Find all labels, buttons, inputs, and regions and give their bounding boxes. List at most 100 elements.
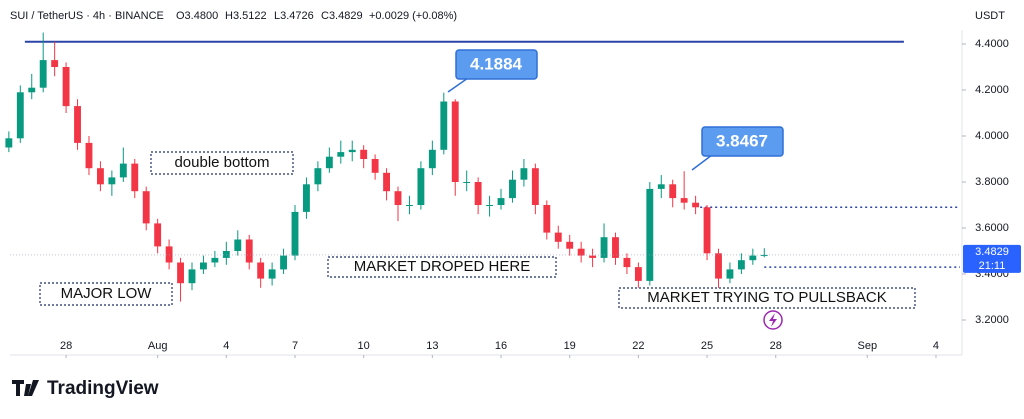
x-tick-label: 13: [426, 340, 438, 352]
x-tick-label: Sep: [858, 340, 878, 352]
candle-body: [222, 251, 230, 258]
candle-body: [554, 232, 562, 242]
change: +0.0029 (+0.08%): [369, 10, 457, 22]
y-tick-label: 4.4000: [975, 38, 1009, 50]
candle-body: [154, 223, 162, 247]
brand: TradingView: [47, 378, 159, 399]
candle-body: [5, 138, 13, 148]
ohlc-high: H3.5122: [225, 10, 267, 22]
candle-body: [165, 246, 173, 263]
candle-body: [417, 168, 425, 205]
y-tick-label: 4.0000: [975, 130, 1009, 142]
candle-body: [96, 168, 104, 185]
callout: [455, 49, 538, 80]
annotation-box: [327, 256, 557, 278]
candle-body: [74, 106, 81, 143]
callout-label: 3.8467: [716, 131, 768, 150]
countdown: 21:11: [979, 260, 1006, 272]
candle-body: [486, 205, 494, 206]
candle-body: [577, 248, 585, 256]
callout: [701, 126, 784, 157]
candle-body: [62, 67, 70, 107]
candle-body: [360, 149, 368, 159]
candle-body: [131, 163, 139, 192]
candle-body: [119, 163, 127, 178]
ohlc-open: O3.4800: [176, 10, 218, 22]
callout-pointer: [447, 77, 469, 93]
candle-body: [314, 168, 322, 185]
candle-body: [337, 152, 345, 157]
candle-body: [600, 237, 608, 258]
candle-body: [291, 211, 299, 256]
callout-pointer: [691, 154, 713, 171]
candle-body: [188, 269, 196, 284]
candle-body: [257, 262, 265, 279]
candle-body: [566, 241, 574, 249]
candle-body: [703, 207, 711, 254]
plot-area: 3.20003.40003.60003.80004.00004.20004.40…: [5, 32, 1009, 358]
annotation-box: [618, 287, 916, 309]
logo-mark: [12, 380, 39, 396]
candle-body: [303, 184, 310, 212]
x-tick-label: 16: [495, 340, 507, 352]
annotation: MARKET TRYING TO PULLSBACK: [647, 289, 887, 306]
candle-body: [348, 149, 356, 153]
candle-body: [692, 202, 700, 208]
candle-body: [531, 168, 539, 205]
y-tick-label: 3.6000: [975, 222, 1009, 234]
candle-body: [51, 60, 59, 67]
event-icon-bolt: [769, 313, 777, 327]
annotation-box: [150, 151, 294, 175]
x-tick-label: 4: [223, 340, 229, 352]
y-tick-label: 3.8000: [975, 176, 1009, 188]
candle-body: [108, 177, 116, 185]
y-tick-label: 4.2000: [975, 84, 1009, 96]
candle-body: [211, 257, 219, 263]
candle-body: [543, 205, 551, 233]
x-tick-label: 25: [701, 340, 713, 352]
annotation: double bottom: [174, 154, 269, 171]
callout-label: 4.1884: [470, 54, 523, 73]
candle-body: [28, 87, 36, 93]
candle-body: [463, 182, 471, 183]
x-tick-label: 10: [358, 340, 370, 352]
x-tick-label: 28: [770, 340, 782, 352]
annotation-box: [39, 282, 173, 306]
candle-body: [394, 191, 402, 205]
candle-body: [440, 101, 448, 150]
y-axis-unit: USDT: [975, 10, 1005, 22]
x-tick-label: 28: [60, 340, 72, 352]
candle-body: [85, 142, 93, 169]
candle-body: [280, 255, 287, 270]
candle-body: [200, 262, 207, 270]
candle-body: [737, 260, 745, 270]
candle-body: [497, 198, 505, 205]
price-tag: [963, 244, 1021, 273]
symbol: SUI / TetherUS · 4h · BINANCE: [10, 10, 164, 22]
candle-body: [669, 184, 677, 199]
candle-body: [623, 257, 631, 268]
candle-body: [612, 237, 619, 258]
y-tick-label: 3.2000: [975, 314, 1009, 326]
candle-body: [760, 254, 768, 256]
candle-body: [657, 184, 665, 189]
candle-body: [428, 149, 436, 169]
candle-body: [715, 253, 722, 279]
x-tick-label: Aug: [148, 340, 168, 352]
candle-body: [726, 269, 734, 279]
candle-body: [39, 60, 47, 88]
candle-body: [245, 239, 253, 263]
candle-body: [749, 255, 757, 261]
candle-body: [646, 188, 654, 281]
annotation: MARKET DROPED HERE: [354, 258, 530, 275]
candle-body: [371, 159, 379, 173]
ohlc-low: L3.4726: [274, 10, 314, 22]
candle-body: [406, 205, 413, 206]
candle-body: [268, 269, 276, 279]
candle-body: [16, 92, 24, 139]
candle-body: [589, 255, 597, 258]
x-tick-label: 4: [933, 340, 939, 352]
candle-body: [325, 156, 333, 169]
x-tick-label: 7: [292, 340, 298, 352]
